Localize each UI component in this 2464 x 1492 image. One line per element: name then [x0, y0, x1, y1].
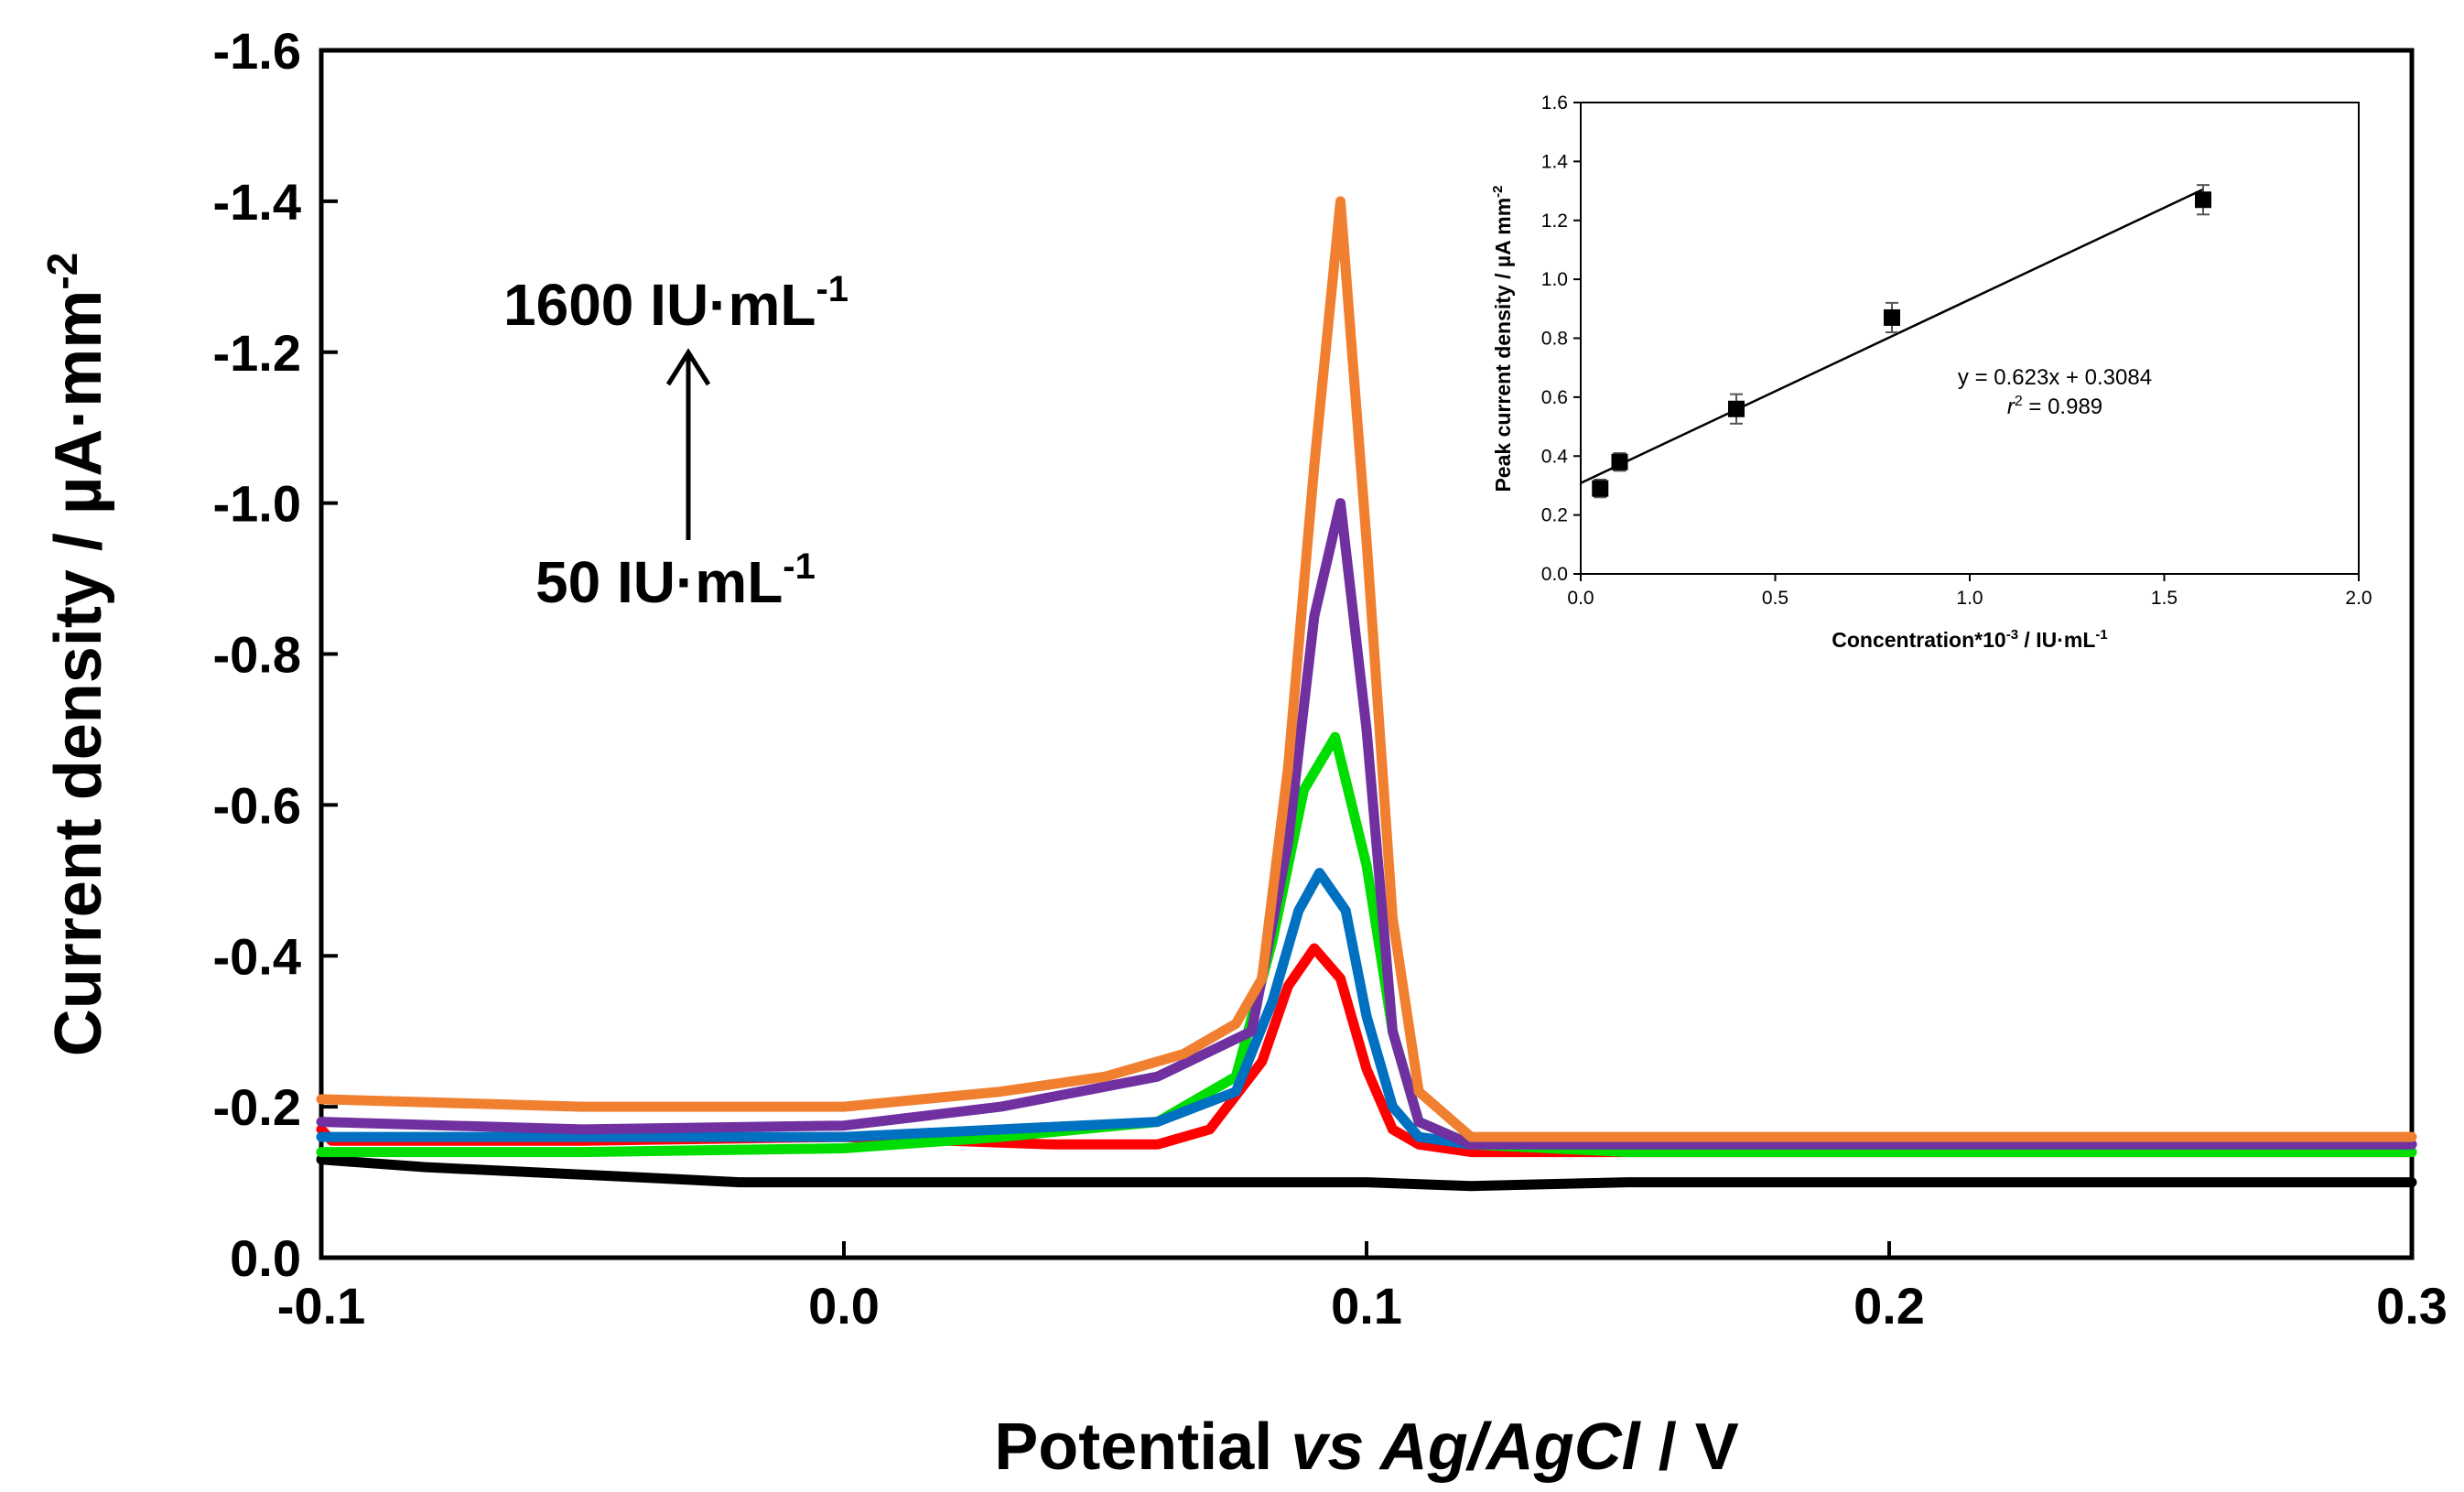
inset-x-tick-label: 0.0 — [1567, 588, 1594, 609]
inset-data-point — [1884, 308, 1900, 326]
inset-y-tick-label: 0.2 — [1541, 505, 1568, 526]
inset-x-title-part-2: / IU·mL — [2018, 628, 2095, 652]
main-y-tick-label: -1.0 — [213, 475, 302, 533]
main-y-tick-label: -1.6 — [213, 22, 302, 80]
inset-x-title-part-1: Concentration*10 — [1832, 628, 2005, 652]
series-line-5 — [316, 196, 2417, 1142]
inset-x-ticks: 0.0 0.5 1.0 1.5 2.0 — [1567, 574, 2372, 609]
main-series — [316, 196, 2417, 1192]
inset-x-title-sup-1: -3 — [2006, 627, 2018, 643]
main-y-tick-label: -1.4 — [213, 173, 302, 231]
annotation-top-label: 1600 IU·mL-1 — [503, 269, 848, 338]
main-x-tick-label: 0.0 — [808, 1277, 880, 1335]
main-y-ticks: 0.0 -0.2 -0.4 -0.6 -0.8 -1.0 -1.2 -1.4 -1.6 — [213, 22, 338, 1287]
inset-y-tick-label: 1.4 — [1541, 151, 1569, 172]
annotation-top-text: 1600 IU·mL — [503, 272, 816, 338]
main-x-tick-label: 0.3 — [2376, 1277, 2448, 1335]
inset-x-tick-label: 0.5 — [1762, 588, 1789, 609]
inset-y-tick-label: 0.6 — [1541, 387, 1568, 408]
main-y-title-sup: -2 — [38, 253, 86, 290]
main-x-tick-label: 0.1 — [1331, 1277, 1402, 1335]
main-x-title-part-1: Potential — [994, 1411, 1291, 1484]
main-x-tick-label: 0.2 — [1853, 1277, 1925, 1335]
inset-y-tick-label: 0.4 — [1541, 446, 1569, 467]
inset-fit-line-stroke — [1580, 188, 2204, 484]
inset-r2-value: = 0.989 — [2023, 395, 2102, 419]
annotation-bottom-text: 50 IU·mL — [535, 549, 783, 615]
main-y-tick-label: -0.6 — [213, 776, 302, 834]
main-y-tick-label: -0.2 — [213, 1078, 302, 1136]
main-x-ticks: -0.1 0.0 0.1 0.2 0.3 — [277, 1241, 2448, 1335]
annotation-bottom-sup: -1 — [783, 546, 816, 587]
main-y-tick-label: -0.8 — [213, 626, 302, 684]
inset-equation: y = 0.623x + 0.3084 — [1958, 365, 2152, 390]
inset-background — [1464, 82, 2343, 687]
inset-fit-line — [1580, 188, 2204, 484]
main-x-axis-title: Potential vs Ag/AgCl / V — [994, 1411, 1738, 1484]
inset-y-title-sup: -2 — [1490, 185, 1506, 197]
inset-y-axis-title: Peak current density / µA mm-2 — [1490, 185, 1515, 492]
inset-y-title-part-1: Peak current density / µA mm — [1491, 198, 1515, 492]
inset-y-tick-label: 1.6 — [1541, 92, 1568, 114]
main-y-tick-label: 0.0 — [230, 1229, 301, 1287]
main-x-tick-label: -0.1 — [277, 1277, 366, 1335]
main-y-tick-label: -1.2 — [213, 324, 302, 382]
inset-data-point — [2195, 191, 2211, 209]
main-y-axis-title: Current density / µA·mm-2 — [38, 253, 115, 1057]
inset-x-title-sup-2: -1 — [2095, 627, 2107, 643]
inset-x-tick-label: 1.5 — [2151, 588, 2178, 609]
series-line-0 — [316, 1154, 2417, 1192]
inset-x-tick-label: 2.0 — [2345, 588, 2372, 609]
inset-data-point — [1592, 480, 1609, 497]
inset-y-ticks: 0.0 0.2 0.4 0.6 0.8 1.0 1.2 1.4 1.6 — [1541, 92, 1581, 585]
main-y-title-part-1: Current density / µA·mm — [42, 290, 115, 1057]
inset-y-tick-label: 1.2 — [1541, 211, 1568, 232]
series-line-1 — [316, 943, 2417, 1158]
main-y-tick-label: -0.4 — [213, 927, 302, 985]
inset-r2: r2 = 0.989 — [2007, 394, 2102, 419]
inset-points — [1592, 184, 2211, 499]
main-x-title-part-2: vs Ag/AgCl — [1291, 1411, 1641, 1484]
main-x-title-part-3: / V — [1640, 1411, 1739, 1484]
annotation-bottom-label: 50 IU·mL-1 — [535, 546, 816, 615]
inset-r2-sup: 2 — [2015, 394, 2023, 409]
inset-y-tick-label: 0.8 — [1541, 329, 1568, 350]
inset-data-point — [1728, 400, 1745, 417]
inset-x-axis-title: Concentration*10-3 / IU·mL-1 — [1832, 627, 2107, 652]
annotation-top-sup: -1 — [816, 269, 848, 309]
inset-data-point — [1611, 453, 1628, 470]
arrow-up-icon — [665, 348, 711, 540]
inset-y-tick-label: 1.0 — [1541, 269, 1568, 290]
series-line-4 — [316, 498, 2417, 1150]
series-line-2 — [316, 731, 2417, 1158]
inset-r2-symbol: r — [2007, 395, 2016, 419]
inset-y-tick-label: 0.0 — [1541, 564, 1568, 585]
inset-x-tick-label: 1.0 — [1956, 588, 1983, 609]
